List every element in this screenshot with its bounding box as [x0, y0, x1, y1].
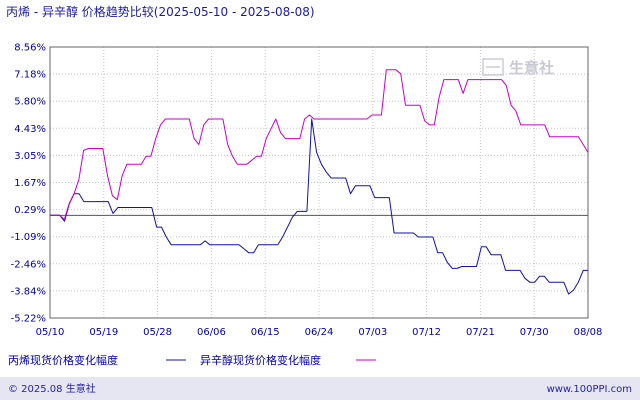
y-tick-label: 4.43%: [14, 124, 46, 135]
x-tick-label: 06/15: [251, 327, 280, 338]
plot-frame: [49, 46, 589, 319]
footer-bar: [0, 377, 640, 400]
y-tick-label: -1.09%: [11, 232, 46, 243]
watermark: 生意社: [482, 58, 554, 77]
x-axis-ticks: 05/10 05/19 05/28 06/06 06/15 06/24 07/03 07/12…: [36, 327, 603, 338]
y-tick-label: 5.80%: [14, 97, 46, 108]
x-tick-label: 05/19: [89, 327, 118, 338]
x-tick-label: 07/12: [412, 327, 441, 338]
x-tick-label: 06/24: [305, 327, 334, 338]
x-tick-label: 05/28: [143, 327, 172, 338]
footer-website: www.100PPI.com: [547, 384, 632, 395]
x-tick-label: 06/06: [197, 327, 226, 338]
watermark-logo-icon: [482, 58, 504, 76]
y-tick-label: 1.67%: [14, 178, 46, 189]
y-tick-label: 0.29%: [14, 205, 46, 216]
x-tick-label: 07/30: [520, 327, 549, 338]
y-tick-label: -5.22%: [11, 314, 46, 325]
x-tick-label: 07/03: [358, 327, 387, 338]
legend-item-octanol-label: 异辛醇现货价格变化幅度: [200, 353, 321, 367]
footer-copyright: © 2025.08 生意社: [8, 382, 96, 395]
x-tick-label: 08/08: [574, 327, 603, 338]
y-axis-ticks: 8.56% 7.18% 5.80% 4.43% 3.05% 1.67% 0.29% -1.09…: [11, 43, 46, 325]
y-tick-label: 3.05%: [14, 151, 46, 162]
watermark-text: 生意社: [509, 59, 554, 77]
x-tick-label: 05/10: [36, 327, 65, 338]
y-tick-label: 8.56%: [14, 43, 46, 54]
y-tick-label: 7.18%: [14, 70, 46, 81]
y-tick-label: -3.84%: [11, 286, 46, 297]
grid: [50, 47, 588, 318]
x-tick-label: 07/21: [466, 327, 495, 338]
y-tick-label: -2.46%: [11, 259, 46, 270]
series-line-0: [50, 118, 588, 295]
chart-title: 丙烯 - 异辛醇 价格趋势比较(2025-05-10 - 2025-08-08): [6, 4, 315, 19]
series-lines: [50, 69, 589, 295]
legend: 丙烯现货价格变化幅度 异辛醇现货价格变化幅度: [8, 353, 376, 367]
series-line-1: [50, 69, 589, 220]
legend-item-propylene-label: 丙烯现货价格变化幅度: [8, 353, 118, 367]
